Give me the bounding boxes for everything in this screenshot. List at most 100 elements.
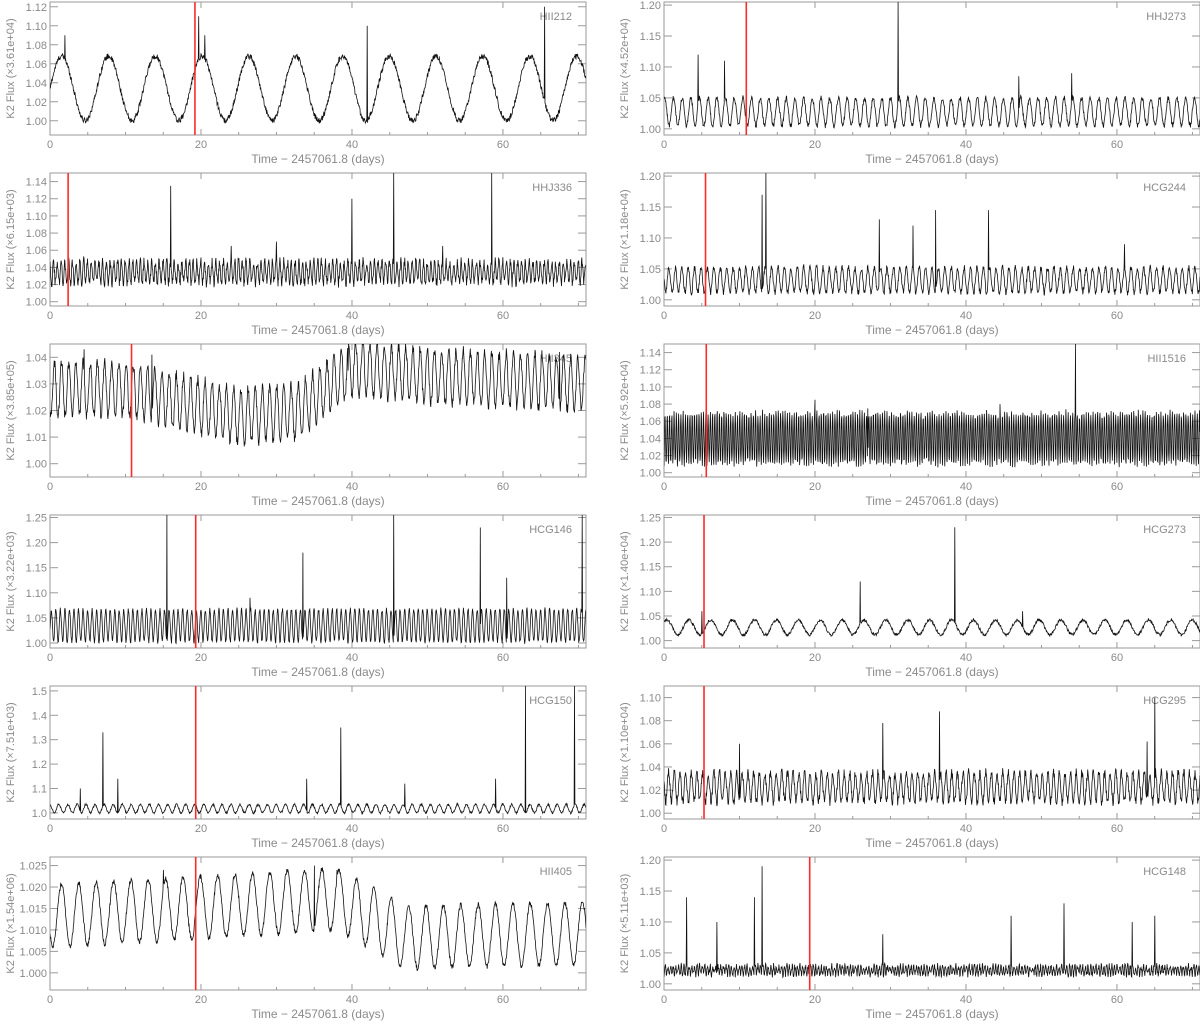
y-tick-label: 1.02 [26, 406, 47, 418]
x-tick-label: 0 [661, 310, 667, 322]
lightcurve-panel-hcg273: 0 20 40 60 1.00 1.05 1.10 1.15 1.20 1.25 Time − 24… [614, 513, 1200, 684]
plot-frame [49, 514, 587, 649]
x-tick-label: 40 [346, 994, 358, 1006]
plot-frame [49, 172, 587, 307]
star-label: HCG273 [1143, 524, 1186, 536]
x-tick-label: 60 [1111, 139, 1123, 151]
x-axis-label: Time − 2457061.8 (days) [865, 494, 998, 508]
plot-frame [663, 685, 1200, 820]
x-tick-label: 60 [1111, 823, 1123, 835]
x-axis-label: Time − 2457061.8 (days) [865, 665, 998, 679]
x-tick-label: 20 [809, 481, 821, 493]
lightcurve-panel-hhj336: 0 20 40 60 1.00 1.02 1.04 1.06 1.08 1.10 1.12 1.14 T… [0, 171, 600, 342]
lightcurve-chart: 0 20 40 60 1.00 1.05 1.10 1.15 1.20 Time − 245706… [619, 0, 1200, 166]
y-axis-label: K2 Flux (×3.61e+04) [5, 18, 17, 118]
x-axis-label: Time − 2457061.8 (days) [865, 152, 998, 166]
lightcurve-chart: 0 20 40 60 1.00 1.02 1.04 1.06 1.08 1.10 1.12 1.14 T… [619, 343, 1200, 508]
y-axis-label: K2 Flux (×1.18e+04) [619, 189, 631, 289]
y-tick-label: 1.02 [640, 451, 661, 463]
x-axis-label: Time − 2457061.8 (days) [251, 836, 384, 850]
plot-frame [663, 514, 1200, 649]
lightcurve-chart: 0 20 40 60 1.00 1.02 1.04 1.06 1.08 1.10 1.12 Time … [5, 1, 587, 166]
x-axis-label: Time − 2457061.8 (days) [865, 1007, 998, 1021]
y-tick-label: 1.10 [640, 233, 661, 245]
x-axis-label: Time − 2457061.8 (days) [251, 1007, 384, 1021]
x-tick-label: 0 [661, 481, 667, 493]
flux-series-line [664, 173, 1200, 296]
y-tick-label: 1.14 [640, 348, 661, 360]
x-tick-label: 0 [47, 994, 53, 1006]
x-tick-label: 20 [195, 481, 207, 493]
flux-series-line [664, 697, 1200, 807]
y-tick-label: 1.04 [26, 352, 47, 364]
y-tick-label: 1.12 [640, 365, 661, 377]
y-tick-label: 1.08 [26, 40, 47, 52]
x-tick-label: 40 [346, 652, 358, 664]
x-tick-label: 20 [195, 994, 207, 1006]
lightcurve-panel-hhj273: 0 20 40 60 1.00 1.05 1.10 1.15 1.20 Time − 245706… [614, 0, 1200, 171]
y-tick-label: 1.2 [32, 759, 47, 771]
y-tick-label: 1.000 [19, 968, 47, 980]
y-tick-label: 1.1 [32, 783, 47, 795]
y-tick-label: 1.10 [26, 588, 47, 600]
plot-frame [663, 1, 1200, 136]
plot-frame [49, 685, 587, 820]
x-tick-label: 60 [1111, 994, 1123, 1006]
y-tick-label: 1.00 [640, 636, 661, 648]
y-tick-label: 1.00 [26, 459, 47, 471]
lightcurve-chart: 0 20 40 60 1.0 1.1 1.2 1.3 1.4 1.5 Time − 2457061.… [5, 685, 587, 850]
y-tick-label: 1.01 [26, 432, 47, 444]
x-tick-label: 0 [47, 139, 53, 151]
y-tick-label: 1.010 [19, 925, 47, 937]
y-tick-label: 1.05 [640, 948, 661, 960]
y-axis-label: K2 Flux (×1.40e+04) [619, 531, 631, 631]
y-tick-label: 1.3 [32, 735, 47, 747]
y-tick-label: 1.00 [640, 124, 661, 136]
x-tick-label: 40 [346, 139, 358, 151]
lightcurve-chart: 0 20 40 60 1.00 1.01 1.02 1.03 1.04 Time − 245706… [5, 343, 587, 508]
x-axis-label: Time − 2457061.8 (days) [251, 665, 384, 679]
lightcurve-chart: 0 20 40 60 1.00 1.02 1.04 1.06 1.08 1.10 1.12 1.14 T… [5, 172, 587, 337]
flux-series-line [50, 865, 586, 972]
y-tick-label: 1.10 [640, 382, 661, 394]
y-tick-label: 1.04 [26, 78, 47, 90]
y-tick-label: 1.12 [26, 2, 47, 14]
x-tick-label: 40 [960, 481, 972, 493]
x-tick-label: 40 [960, 652, 972, 664]
x-tick-label: 40 [960, 139, 972, 151]
flux-series-line [50, 344, 586, 447]
lightcurve-panel-hii345: 0 20 40 60 1.00 1.01 1.02 1.03 1.04 Time − 245706… [0, 342, 600, 513]
plot-frame [663, 172, 1200, 307]
y-tick-label: 1.005 [19, 946, 47, 958]
y-axis-label: K2 Flux (×1.54e+06) [5, 873, 17, 973]
y-tick-label: 1.20 [640, 855, 661, 867]
y-tick-label: 1.20 [640, 0, 661, 12]
flux-series-line [664, 2, 1200, 129]
y-tick-label: 1.25 [640, 513, 661, 524]
y-tick-label: 1.15 [640, 886, 661, 898]
y-tick-label: 1.04 [640, 433, 661, 445]
plot-frame [49, 1, 587, 136]
x-tick-label: 40 [346, 310, 358, 322]
y-axis-label: K2 Flux (×3.22e+03) [5, 531, 17, 631]
star-label: HII212 [540, 11, 572, 23]
x-tick-label: 20 [809, 823, 821, 835]
y-tick-label: 1.04 [26, 262, 47, 274]
lightcurve-chart: 0 20 40 60 1.00 1.05 1.10 1.15 1.20 1.25 Time − 24… [619, 513, 1200, 679]
flux-series-line [50, 686, 586, 816]
y-tick-label: 1.00 [640, 295, 661, 307]
y-axis-label: K2 Flux (×6.15e+03) [5, 189, 17, 289]
flux-series-line [664, 344, 1200, 468]
y-tick-label: 1.20 [640, 171, 661, 183]
star-label: HCG150 [529, 695, 572, 707]
lightcurve-panel-hii212: 0 20 40 60 1.00 1.02 1.04 1.06 1.08 1.10 1.12 Time … [0, 0, 600, 171]
y-tick-label: 1.25 [26, 513, 47, 525]
y-tick-label: 1.15 [26, 563, 47, 575]
y-tick-label: 1.05 [640, 93, 661, 105]
y-tick-label: 1.00 [640, 468, 661, 480]
plot-frame [663, 856, 1200, 991]
star-label: HHJ336 [532, 182, 572, 194]
y-tick-label: 1.5 [32, 686, 47, 698]
x-tick-label: 0 [47, 652, 53, 664]
